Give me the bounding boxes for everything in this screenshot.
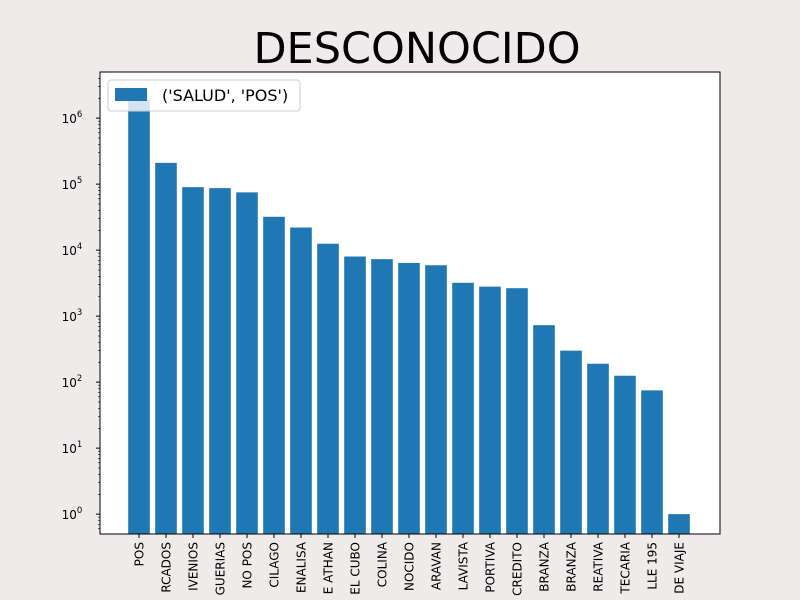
bar-8 bbox=[344, 256, 366, 534]
x-tick-label: RCADOS bbox=[160, 542, 174, 593]
x-tick-label: ARAVAN bbox=[430, 542, 444, 590]
legend: ('SALUD', 'POS') bbox=[107, 79, 301, 112]
bar-15 bbox=[533, 325, 555, 534]
y-tick-label: 105 bbox=[62, 176, 83, 192]
x-tick-label: DE VIAJE bbox=[673, 542, 687, 594]
bar-2 bbox=[182, 187, 204, 534]
bar-9 bbox=[371, 259, 393, 534]
x-tick-label: REATIVA bbox=[592, 541, 606, 592]
y-axis: 100 101 102 103 104 105 106 bbox=[62, 78, 100, 530]
x-tick-label: E ATHAN bbox=[322, 542, 336, 594]
bar-4 bbox=[236, 192, 258, 534]
x-tick-label: GUERIAS bbox=[214, 542, 228, 595]
bar-19 bbox=[641, 390, 663, 534]
x-tick-label: LAVISTA bbox=[457, 541, 471, 590]
legend-box bbox=[107, 79, 301, 112]
x-tick-label: CILAGO bbox=[268, 542, 282, 588]
bar-17 bbox=[587, 363, 609, 534]
bar-18 bbox=[614, 375, 636, 534]
bar-11 bbox=[425, 265, 447, 534]
y-tick-label: 106 bbox=[62, 110, 83, 126]
x-tick-label: POS bbox=[133, 542, 147, 566]
legend-swatch bbox=[115, 88, 147, 101]
bar-0 bbox=[128, 99, 150, 534]
y-tick-label: 102 bbox=[62, 374, 83, 390]
x-axis: POS RCADOS IVENIOS GUERIAS NO POS CILAGO ENALI… bbox=[133, 534, 687, 596]
bar-1 bbox=[155, 162, 177, 534]
x-tick-label: COLINA bbox=[376, 541, 390, 587]
chart-title: DESCONOCIDO bbox=[253, 24, 580, 74]
y-tick-label: 101 bbox=[62, 440, 83, 456]
bar-3 bbox=[209, 188, 231, 534]
x-tick-label: NO POS bbox=[241, 542, 255, 589]
bar-13 bbox=[479, 286, 501, 534]
plot-frame bbox=[99, 71, 721, 535]
bars-group bbox=[128, 99, 690, 535]
bar-6 bbox=[290, 227, 312, 534]
x-tick-label: IVENIOS bbox=[187, 542, 201, 591]
bar-16 bbox=[560, 350, 582, 534]
y-tick-label: 103 bbox=[62, 308, 83, 324]
x-tick-label: CREDITO bbox=[511, 542, 525, 596]
legend-label: ('SALUD', 'POS') bbox=[162, 86, 288, 105]
x-tick-label: TECARIA bbox=[619, 541, 633, 594]
x-tick-label: NOCIDO bbox=[403, 542, 417, 591]
bar-20 bbox=[668, 514, 690, 534]
x-tick-label: EL CUBO bbox=[349, 542, 363, 595]
bar-12 bbox=[452, 282, 474, 534]
x-tick-label: LLE 195 bbox=[646, 542, 660, 590]
x-tick-label: BRANZA bbox=[538, 541, 552, 591]
bar-7 bbox=[317, 243, 339, 535]
bar-10 bbox=[398, 262, 420, 534]
bar-14 bbox=[506, 288, 528, 534]
x-tick-label: ENALISA bbox=[295, 541, 309, 593]
x-tick-label: BRANZA bbox=[565, 541, 579, 591]
bar-5 bbox=[263, 216, 285, 535]
y-tick-label: 100 bbox=[62, 506, 83, 522]
x-tick-label: PORTIVA bbox=[484, 541, 498, 592]
y-tick-label: 104 bbox=[62, 242, 83, 258]
